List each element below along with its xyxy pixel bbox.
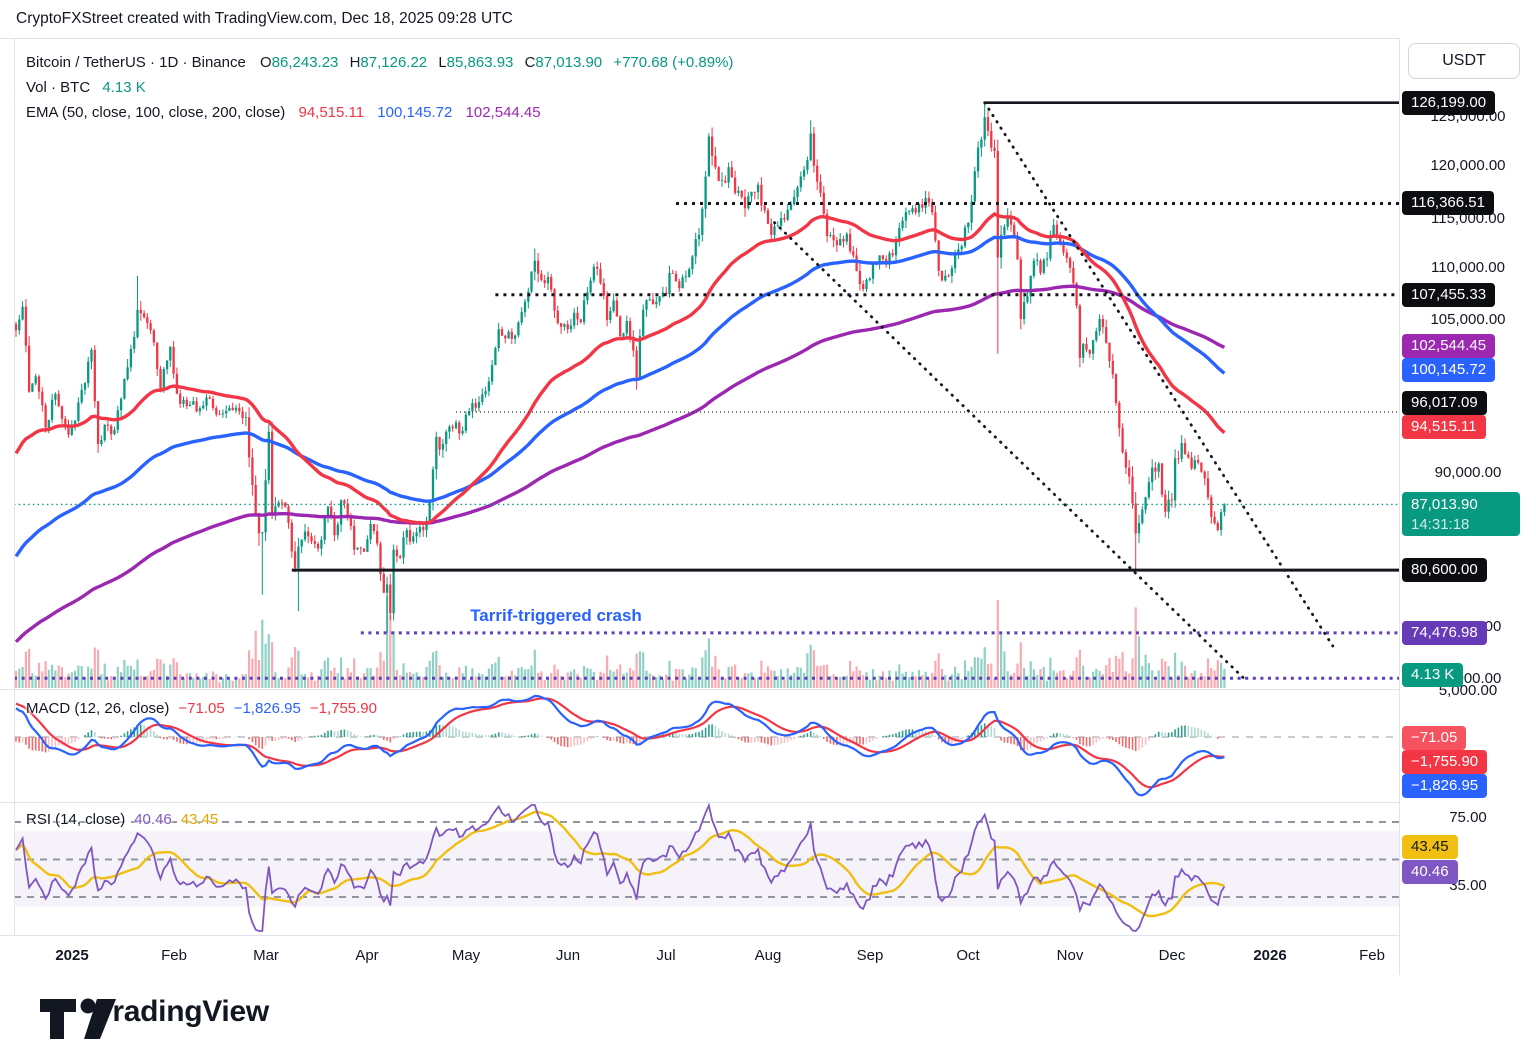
currency-toggle-button[interactable]: USDT	[1408, 43, 1520, 79]
time-scale[interactable]: 2025 Feb Mar Apr May Jun Jul Aug Sep Oct Nov Dec 202…	[0, 935, 1399, 975]
ohlc-open: O86,243.23	[260, 54, 339, 71]
rsi-ma-line	[15, 810, 1225, 918]
volume-label[interactable]: Vol · BTC	[26, 79, 91, 96]
ohlc-close: C87,013.90	[524, 54, 603, 71]
tradingview-logo-text[interactable]: TradingView	[96, 995, 269, 1028]
axis-price-badge: 4.13 K	[1402, 663, 1464, 687]
volume-legend-row: Vol · BTC 4.13 K	[26, 75, 733, 100]
rsi-values: 40.46 43.45	[125, 811, 218, 828]
trendlines	[773, 101, 1335, 684]
chart-annotation[interactable]: Tarrif-triggered crash	[470, 606, 642, 625]
symbol-legend: Bitcoin / TetherUS · 1D · Binance O86,24…	[26, 50, 733, 125]
symbol-title[interactable]: Bitcoin / TetherUS · 1D · Binance	[26, 54, 246, 71]
volume-value: 4.13 K	[102, 79, 146, 96]
time-axis-label: Apr	[355, 947, 379, 964]
time-axis-label: Oct	[956, 947, 980, 964]
axis-label: 120,000.00	[1430, 157, 1506, 174]
axis-price-badge: 43.45	[1402, 835, 1458, 859]
axis-label: 35.00	[1449, 877, 1487, 894]
axis-price-badge: 80,600.00	[1402, 558, 1487, 582]
time-axis-label: Jul	[656, 947, 676, 964]
rsi-legend: RSI (14, close) 40.46 43.45	[26, 811, 218, 828]
candles	[14, 102, 1226, 633]
time-axis-label: Aug	[754, 947, 782, 964]
ema50-line	[14, 211, 1226, 525]
axis-label: 75.00	[1449, 809, 1487, 826]
attribution-bar: CryptoFXStreet created with TradingView.…	[16, 10, 513, 27]
rsi-line	[15, 803, 1226, 932]
ema-label[interactable]: EMA (50, close, 100, close, 200, close)	[26, 104, 286, 121]
axis-price-badge: 74,476.98	[1402, 621, 1487, 645]
axis-price-badge: −1,826.95	[1402, 774, 1488, 798]
ema200-value: 102,544.45	[465, 104, 541, 121]
time-axis-label: 2026	[1253, 947, 1287, 964]
time-axis-label: 2025	[55, 947, 89, 964]
time-axis-label: Feb	[1359, 947, 1385, 964]
ema-legend-row: EMA (50, close, 100, close, 200, close) …	[26, 100, 733, 125]
time-axis-label: Mar	[253, 947, 279, 964]
key-levels	[14, 101, 1399, 680]
macd-value: −71.05	[178, 700, 225, 717]
axis-label: 105,000.00	[1430, 311, 1506, 328]
macd-pane	[15, 694, 1226, 797]
rsi-value: 40.46	[134, 811, 172, 828]
footer: TradingView	[0, 975, 1536, 1060]
time-axis-label: Feb	[161, 947, 187, 964]
ohlc-low: L85,863.93	[438, 54, 514, 71]
price-scale[interactable]: USDT 125,000.00 120,000.00 115,000.00 110,0…	[1399, 38, 1536, 975]
axis-price-badge: 40.46	[1402, 860, 1458, 884]
volume-bars	[14, 596, 1226, 688]
macd-values: −71.05 −1,826.95 −1,755.90	[169, 700, 377, 717]
axis-price-badge: −1,755.90	[1402, 750, 1488, 774]
macd-legend: MACD (12, 26, close) −71.05 −1,826.95 −1,75…	[26, 700, 377, 717]
axis-price-badge: 116,366.51	[1402, 191, 1494, 215]
macd-value: −1,755.90	[309, 700, 377, 717]
time-axis-label: Nov	[1056, 947, 1084, 964]
axis-label: 90,000.00	[1434, 464, 1502, 481]
axis-label: 110,000.00	[1431, 259, 1505, 276]
axis-price-badge: 126,199.00	[1402, 91, 1496, 115]
macd-value: −1,826.95	[233, 700, 301, 717]
rsi-band	[14, 831, 1399, 907]
price-change: +770.68 (+0.89%)	[613, 54, 734, 71]
time-axis-label: Sep	[856, 947, 884, 964]
axis-price-badge: 87,013.90 14:31:18	[1402, 492, 1520, 536]
axis-price-badge: −71.05	[1402, 726, 1467, 750]
ema200-line	[14, 284, 1226, 644]
axis-price-badge: 100,145.72	[1402, 358, 1496, 382]
axis-price-badge: 94,515.11	[1402, 415, 1486, 439]
rsi-label[interactable]: RSI (14, close)	[26, 811, 126, 828]
ema100-line	[14, 234, 1226, 558]
tradingview-logo-icon[interactable]	[38, 997, 118, 1041]
axis-price-badge: 107,455.33	[1402, 283, 1496, 307]
time-axis-label: Dec	[1158, 947, 1186, 964]
axis-price-badge: 96,017.09	[1402, 391, 1487, 415]
macd-signal-line	[15, 697, 1225, 789]
ema100-value: 100,145.72	[377, 104, 453, 121]
macd-line	[15, 694, 1225, 797]
time-axis-label: May	[451, 947, 481, 964]
macd-label[interactable]: MACD (12, 26, close)	[26, 700, 170, 717]
rsi-pane	[15, 803, 1226, 932]
ema-lines	[14, 211, 1226, 644]
ema50-value: 94,515.11	[298, 104, 365, 121]
axis-price-badge: 102,544.45	[1402, 334, 1496, 358]
time-axis-label: Jun	[555, 947, 581, 964]
ohlc-high: H87,126.22	[349, 54, 428, 71]
symbol-legend-row: Bitcoin / TetherUS · 1D · Binance O86,24…	[26, 50, 733, 75]
rsi-value: 43.45	[180, 811, 219, 828]
